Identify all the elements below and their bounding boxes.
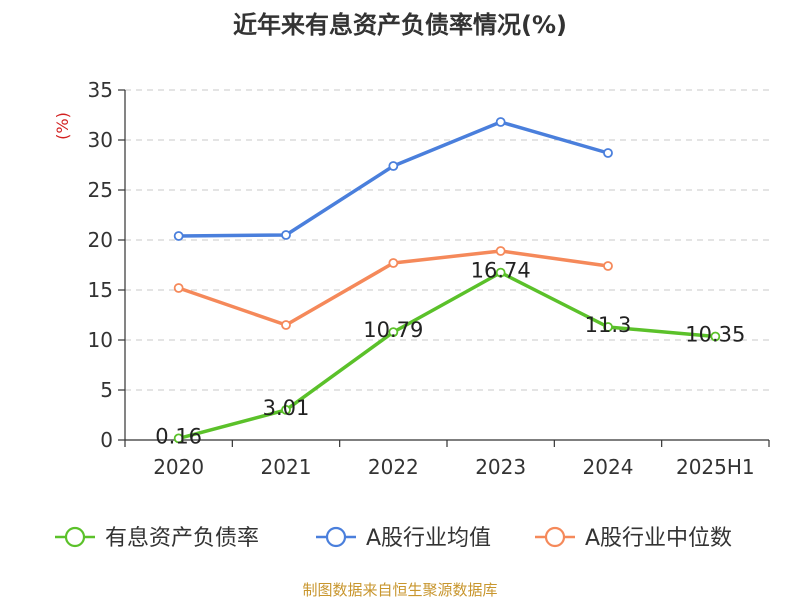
legend-label: 有息资产负债率 [105, 526, 259, 551]
series-2 [173, 246, 613, 330]
data-point [495, 117, 506, 127]
data-label: 10.79 [363, 318, 423, 342]
x-tick-label: 2022 [368, 455, 419, 479]
legend-label: A股行业均值 [366, 526, 491, 551]
x-tick-label: 2021 [261, 455, 312, 479]
x-tick-label: 2020 [153, 455, 204, 479]
data-point [603, 261, 613, 271]
x-tick-label: 2024 [583, 455, 634, 479]
chart-title: 近年来有息资产负债率情况(%) [233, 11, 567, 39]
data-label: 3.01 [263, 396, 310, 420]
legend: 有息资产负债率 A股行业均值 A股行业中位数 [55, 526, 732, 551]
data-point [281, 320, 291, 330]
series-line [176, 120, 610, 238]
legend-item: A股行业中位数 [535, 526, 732, 551]
legend-marker [64, 526, 86, 548]
source-note: 制图数据来自恒生聚源数据库 [302, 581, 497, 599]
series-line [176, 270, 718, 441]
legend-marker [325, 526, 347, 548]
axes: 0 5 10 15 20 25 30 35 2020 2021 2022 2023 2024 2025H1 [88, 78, 770, 479]
data-point [281, 404, 291, 415]
y-tick-label: 25 [88, 178, 113, 202]
grid-lines [125, 89, 769, 391]
data-point [495, 246, 506, 256]
x-tick-label: 2023 [475, 455, 526, 479]
legend-marker [544, 526, 566, 548]
data-point [710, 331, 721, 342]
y-tick-label: 0 [100, 428, 113, 452]
data-point [281, 230, 291, 240]
legend-item: 有息资产负债率 [55, 526, 259, 551]
y-tick-label: 20 [88, 228, 113, 252]
legend-label: A股行业中位数 [585, 526, 732, 551]
data-point [173, 231, 184, 241]
x-tick-label: 2025H1 [676, 455, 755, 479]
data-point [603, 148, 613, 158]
series-layer [173, 117, 721, 444]
data-label: 10.35 [685, 323, 745, 347]
data-labels: 0.16 3.01 10.79 16.74 11.3 10.35 [155, 259, 745, 449]
series-0 [173, 267, 721, 444]
y-tick-label: 35 [88, 78, 113, 102]
data-point [603, 322, 613, 332]
y-tick-label: 30 [88, 128, 113, 152]
data-label: 16.74 [471, 259, 531, 283]
data-label: 0.16 [155, 424, 202, 448]
y-tick-label: 10 [88, 328, 113, 352]
series-1 [173, 117, 613, 241]
data-label: 11.3 [585, 313, 632, 337]
data-point [173, 283, 184, 293]
data-point [173, 433, 184, 444]
data-point [388, 161, 399, 171]
data-point [495, 267, 506, 278]
legend-item: A股行业均值 [316, 526, 491, 551]
y-axis-label: (%) [53, 112, 72, 140]
y-tick-label: 5 [100, 378, 113, 402]
data-point [388, 258, 399, 268]
data-point [388, 327, 399, 338]
y-tick-label: 15 [88, 278, 113, 302]
